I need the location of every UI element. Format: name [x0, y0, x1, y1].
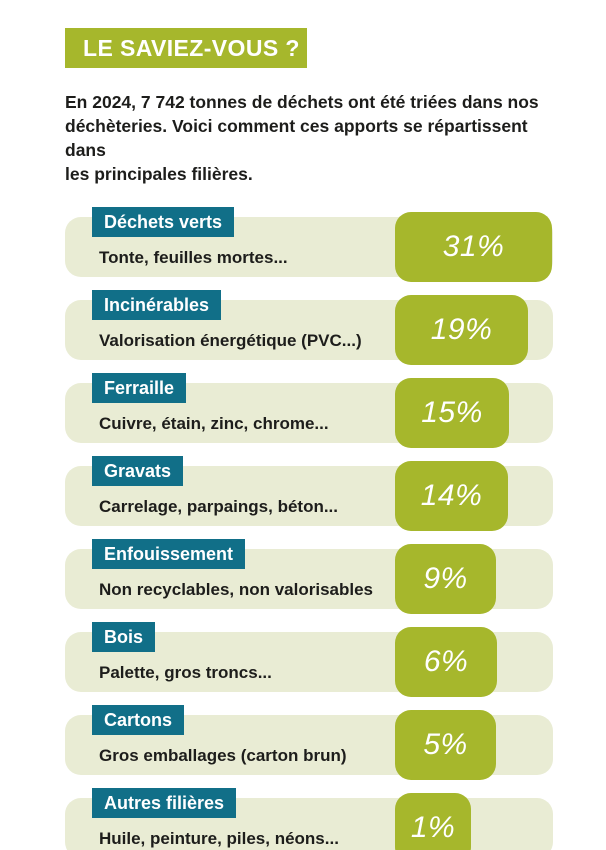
category-row: Déchets verts Tonte, feuilles mortes... … — [65, 207, 553, 282]
category-label: Autres filières — [92, 788, 237, 818]
percentage-badge: 15% — [395, 378, 509, 448]
percentage-value: 1% — [410, 811, 456, 844]
category-description: Gros emballages (carton brun) — [99, 746, 347, 765]
percentage-badge: 6% — [395, 627, 497, 697]
percentage-value: 14% — [420, 479, 483, 512]
percentage-value: 6% — [423, 645, 469, 678]
category-label: Bois — [92, 622, 156, 652]
category-label: Incinérables — [92, 290, 222, 320]
category-description: Non recyclables, non valorisables — [99, 580, 374, 599]
category-row: Enfouissement Non recyclables, non valor… — [65, 539, 553, 614]
percentage-value: 19% — [430, 313, 493, 346]
percentage-badge: 31% — [395, 212, 552, 282]
category-description: Huile, peinture, piles, néons... — [99, 829, 339, 848]
percentage-badge: 1% — [395, 793, 471, 850]
did-you-know-banner: LE SAVIEZ-VOUS ? — [65, 28, 307, 68]
percentage-badge: 19% — [395, 295, 528, 365]
category-description: Carrelage, parpaings, béton... — [99, 497, 339, 516]
category-label: Déchets verts — [92, 207, 235, 237]
percentage-value: 15% — [421, 396, 483, 429]
category-row: Cartons Gros emballages (carton brun) 5% — [65, 705, 553, 780]
percentage-badge: 5% — [395, 710, 496, 780]
category-description: Palette, gros troncs... — [99, 663, 272, 682]
category-row: Bois Palette, gros troncs... 6% — [65, 622, 553, 697]
percentage-value: 31% — [442, 230, 505, 263]
percentage-badge: 14% — [395, 461, 508, 531]
percentage-value: 9% — [423, 562, 468, 595]
category-description: Valorisation énergétique (PVC...) — [99, 331, 362, 350]
category-row: Gravats Carrelage, parpaings, béton... 1… — [65, 456, 553, 531]
intro-text: En 2024, 7 742 tonnes de déchets ont été… — [65, 92, 539, 184]
percentage-badge: 9% — [395, 544, 496, 614]
category-description: Cuivre, étain, zinc, chrome... — [99, 414, 329, 433]
category-row: Ferraille Cuivre, étain, zinc, chrome...… — [65, 373, 553, 448]
category-label: Enfouissement — [92, 539, 246, 569]
category-description: Tonte, feuilles mortes... — [99, 248, 288, 267]
category-rows: Déchets verts Tonte, feuilles mortes... … — [65, 207, 553, 850]
category-row: Incinérables Valorisation énergétique (P… — [65, 290, 553, 365]
banner-title: LE SAVIEZ-VOUS ? — [83, 35, 300, 61]
category-label: Ferraille — [92, 373, 187, 403]
category-label: Gravats — [92, 456, 184, 486]
category-label: Cartons — [92, 705, 185, 735]
percentage-value: 5% — [423, 728, 468, 761]
category-row: Autres filières Huile, peinture, piles, … — [65, 788, 553, 850]
